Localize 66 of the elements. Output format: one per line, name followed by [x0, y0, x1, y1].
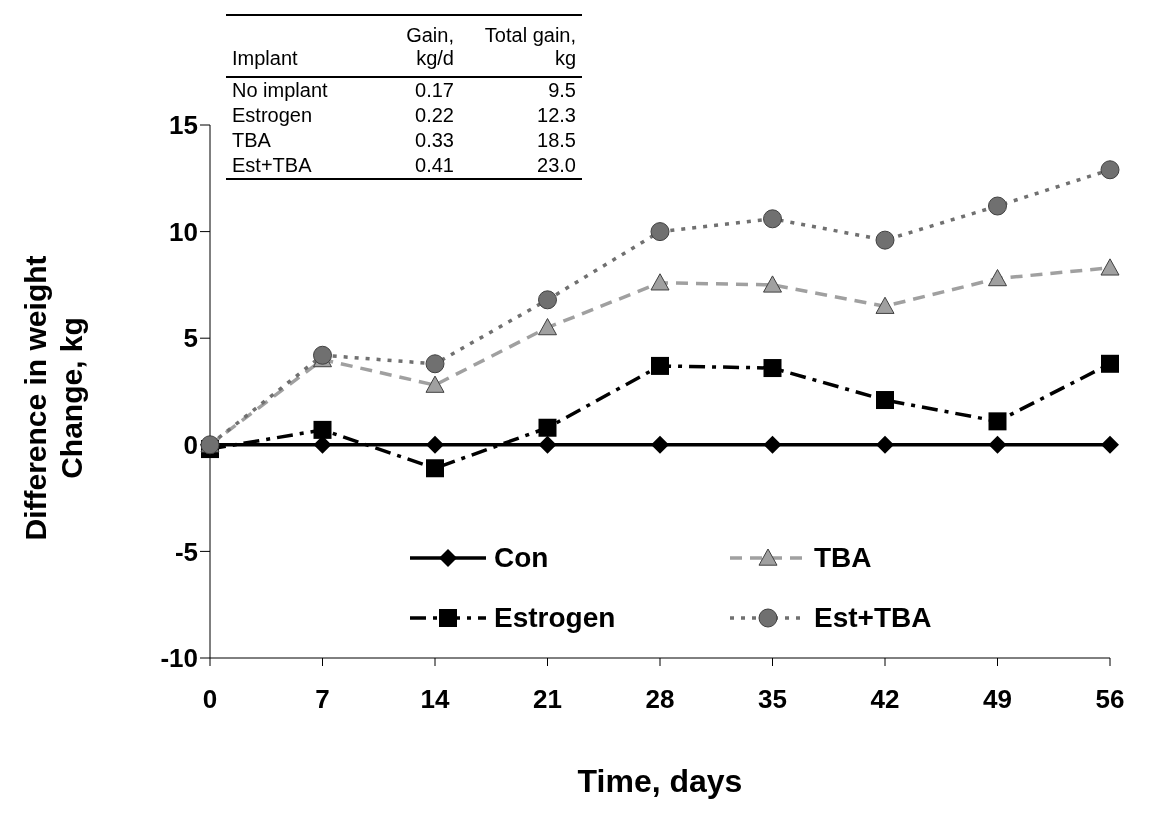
point: [876, 391, 894, 410]
x-tick-label: 56: [1095, 684, 1125, 715]
x-tick-label: 14: [420, 684, 450, 715]
annotation: 0.22: [414, 103, 455, 128]
y-tick-label: 5: [183, 323, 198, 354]
point: [425, 375, 445, 393]
y-tick-label: 15: [169, 110, 198, 141]
annotation: TBA: [231, 128, 272, 153]
point: [876, 435, 894, 454]
point: [313, 420, 332, 439]
annotation: 23.0: [536, 153, 577, 178]
x-tick-label: 0: [202, 684, 218, 715]
point: [426, 459, 444, 478]
x-tick-label: 7: [315, 684, 330, 715]
x-tick-label: 42: [870, 684, 900, 715]
point: [988, 435, 1007, 454]
point: [875, 296, 895, 314]
point: [538, 290, 557, 310]
point: [650, 222, 670, 242]
text: No implant: [231, 78, 329, 103]
text: Gain, kg/d: [405, 23, 455, 71]
x-tick-label: 35: [758, 684, 787, 715]
point: [538, 318, 557, 336]
point: [650, 273, 670, 291]
annotation: Estrogen: [231, 103, 314, 128]
y-tick-label: -5: [174, 536, 198, 567]
point: [763, 359, 782, 378]
y-tick-label: 0: [183, 430, 198, 461]
x-tick-label: 21: [533, 684, 562, 715]
x-axis-title: Time, days: [576, 763, 744, 800]
annotation: Est+TBA: [231, 153, 313, 178]
text: 0.17: [414, 78, 455, 103]
point: [988, 269, 1007, 287]
y-tick-label: -10: [160, 643, 198, 674]
point: [1100, 258, 1120, 276]
legend-label: Est+TBA: [814, 602, 932, 634]
point: [763, 209, 782, 229]
text: Total gain, kg: [483, 23, 577, 71]
point: [538, 418, 557, 437]
x-tick-label: 49: [983, 684, 1012, 715]
point: [426, 435, 444, 454]
point: [425, 354, 445, 374]
point: [763, 275, 782, 293]
x-tick-label: 28: [645, 684, 675, 715]
y-axis-title: Difference in weight Change, kg: [19, 255, 88, 541]
annotation: 18.5: [536, 128, 577, 153]
point: [763, 435, 782, 454]
annotation: 0.41: [414, 153, 455, 178]
point: [988, 196, 1007, 216]
point: [313, 345, 332, 365]
point: [538, 435, 557, 454]
legend-label: Estrogen: [494, 602, 616, 634]
point: [1101, 435, 1119, 454]
point: [651, 356, 669, 375]
text: 9.5: [547, 78, 577, 103]
annotation: 12.3: [536, 103, 577, 128]
legend-label: TBA: [814, 542, 872, 574]
point: [988, 412, 1007, 431]
point: [651, 435, 669, 454]
y-tick-label: 10: [169, 216, 198, 247]
annotation: 0.33: [414, 128, 455, 153]
point: [1101, 354, 1119, 373]
point: [875, 230, 895, 250]
point: [1100, 160, 1120, 180]
text: Implant: [231, 46, 299, 71]
legend-label: Con: [494, 542, 549, 574]
